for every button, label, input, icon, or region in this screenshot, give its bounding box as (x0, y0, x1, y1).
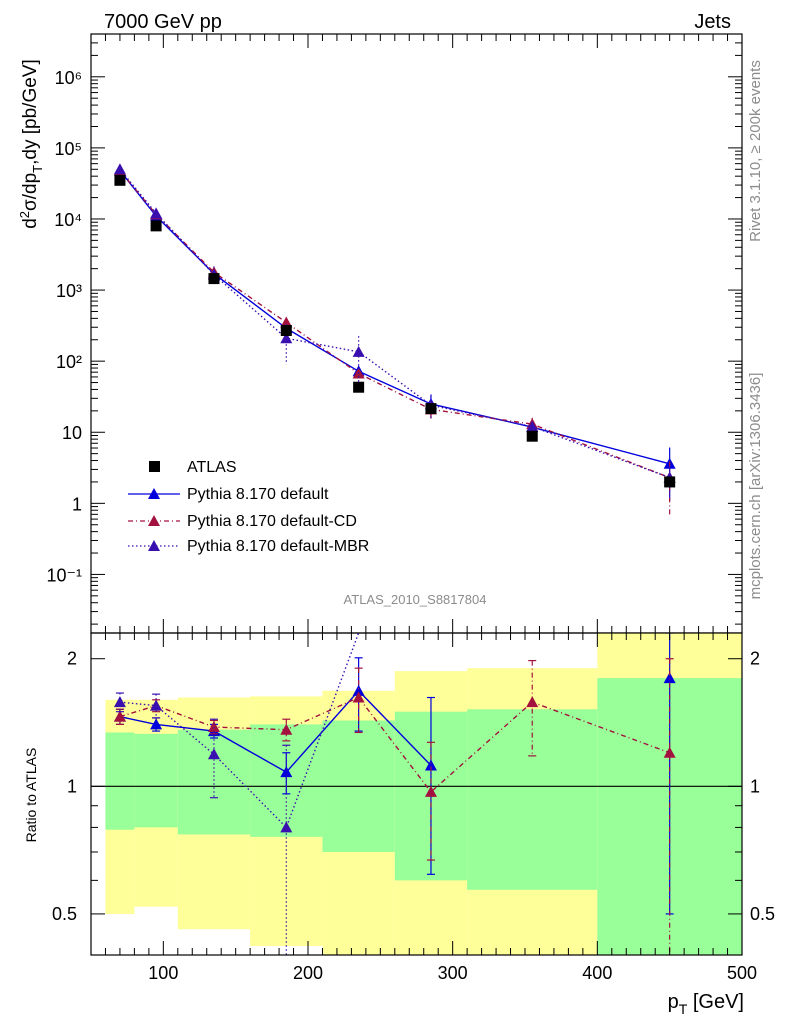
ratio-band-green (177, 729, 251, 835)
ratio-ytick-label: 1 (67, 776, 77, 796)
ratio-xtick-label: 300 (438, 963, 468, 983)
ratio-xtick-label: 200 (293, 963, 323, 983)
header-right: Jets (694, 11, 731, 33)
legend-default-label: Pythia 8.170 default (187, 486, 329, 503)
main-ytick-label: 10⁵ (55, 139, 82, 159)
ratio-ytick-label-right: 1 (750, 776, 760, 796)
legend-default-marker (148, 488, 160, 499)
ratio-ylabel: Ratio to ATLAS (23, 748, 39, 843)
xlabel-unit: [GeV] (687, 991, 744, 1013)
ratio-ytick-label: 2 (67, 649, 77, 669)
mcplots-label: mcplots.cern.ch [arXiv:1306.3436] (747, 373, 764, 600)
ratio-band-green (134, 733, 178, 828)
main-line-cd (119, 170, 670, 479)
rivet-label: Rivet 3.1.10, ≥ 200k events (747, 60, 764, 242)
ylabel-sup: 2 (17, 211, 32, 218)
main-ytick-label: 10 (62, 423, 82, 443)
main-point-mbr (113, 163, 126, 175)
ratio-series (113, 633, 676, 955)
main-ytick-label: 10² (56, 352, 82, 372)
ylabel-mid: σ/dp (20, 173, 41, 211)
xlabel: pT [GeV] (668, 991, 744, 1017)
main-ylabel: d2σ/dpT,dy [pb/GeV] (17, 59, 45, 229)
ratio-point-mbr (113, 696, 126, 708)
main-plot: 10⁻¹ 1 10 10² 10³ 10⁴ 10⁵ 10⁶ (46, 33, 743, 634)
main-ytick-label: 10⁻¹ (46, 565, 82, 585)
legend-atlas-marker (149, 461, 160, 472)
ratio-point-cd (113, 710, 126, 722)
ylabel-sub: T (30, 165, 45, 173)
ylabel-d: d (20, 218, 41, 229)
ratio-point-default (424, 759, 437, 771)
main-point-atlas (280, 324, 292, 336)
xlabel-p: p (668, 991, 679, 1013)
ratio-ytick-label-right: 2 (750, 649, 760, 669)
xlabel-sub: T (679, 1001, 688, 1017)
ratio-point-cd (207, 721, 220, 733)
ratio-point-cd (526, 696, 539, 708)
main-ytick-label: 10⁶ (55, 68, 82, 88)
legend-atlas-label: ATLAS (187, 459, 237, 476)
ratio-ytick-label-right: 0.5 (750, 904, 775, 924)
ratio-band-green (467, 709, 598, 890)
ratio-point-default (280, 766, 293, 778)
main-point-mbr (526, 420, 539, 432)
main-point-atlas (208, 273, 220, 285)
main-ytick-label: 10⁴ (54, 210, 82, 230)
ratio-point-default (150, 718, 163, 730)
ratio-point-mbr (207, 748, 220, 760)
ratio-xtick-label: 100 (148, 963, 178, 983)
main-point-atlas (114, 174, 126, 186)
main-point-atlas (664, 476, 676, 488)
ratio-point-cd (352, 691, 365, 703)
legend-cd-label: Pythia 8.170 default-CD (187, 513, 357, 530)
ratio-point-cd (280, 723, 293, 735)
ratio-xtick-label: 400 (582, 963, 612, 983)
main-line-default (119, 170, 670, 465)
main-line-mbr (119, 168, 670, 479)
legend-cd-marker (148, 515, 160, 526)
ratio-ytick-label: 0.5 (52, 904, 77, 924)
main-ytick-label: 1 (72, 494, 82, 514)
main-point-atlas (526, 430, 538, 442)
ratio-point-mbr (150, 699, 163, 711)
ratio-line-mbr (119, 633, 360, 829)
main-point-cd (280, 316, 293, 328)
ratio-xtick-label: 500 (727, 963, 757, 983)
legend-mbr-marker (148, 540, 160, 551)
ylabel-end: ,dy [pb/GeV] (20, 59, 41, 165)
main-point-mbr (352, 345, 365, 357)
ratio-point-default (663, 672, 676, 684)
main-point-mbr (150, 207, 163, 219)
legend-mbr-label: Pythia 8.170 default-MBR (187, 538, 369, 555)
legend: ATLAS Pythia 8.170 default Pythia 8.170 … (128, 459, 369, 555)
main-point-atlas (150, 220, 162, 232)
ratio-band-green (105, 732, 135, 830)
ratio-plot: 0.5 0.5 1 1 2 2 100 200 300 400 500 (52, 632, 775, 983)
ratio-point-mbr (280, 821, 293, 833)
main-point-mbr (280, 332, 293, 344)
ratio-line-cd (119, 696, 670, 793)
main-ytick-label: 10³ (56, 281, 82, 301)
analysis-id: ATLAS_2010_S8817804 (344, 592, 487, 607)
main-point-atlas (425, 403, 437, 415)
ratio-line-default (119, 689, 432, 774)
header-left: 7000 GeV pp (104, 11, 222, 33)
ratio-point-cd (663, 746, 676, 758)
ratio-frame (90, 632, 743, 956)
ratio-point-default (352, 684, 365, 696)
main-point-atlas (353, 381, 365, 393)
ratio-point-cd (424, 785, 437, 797)
